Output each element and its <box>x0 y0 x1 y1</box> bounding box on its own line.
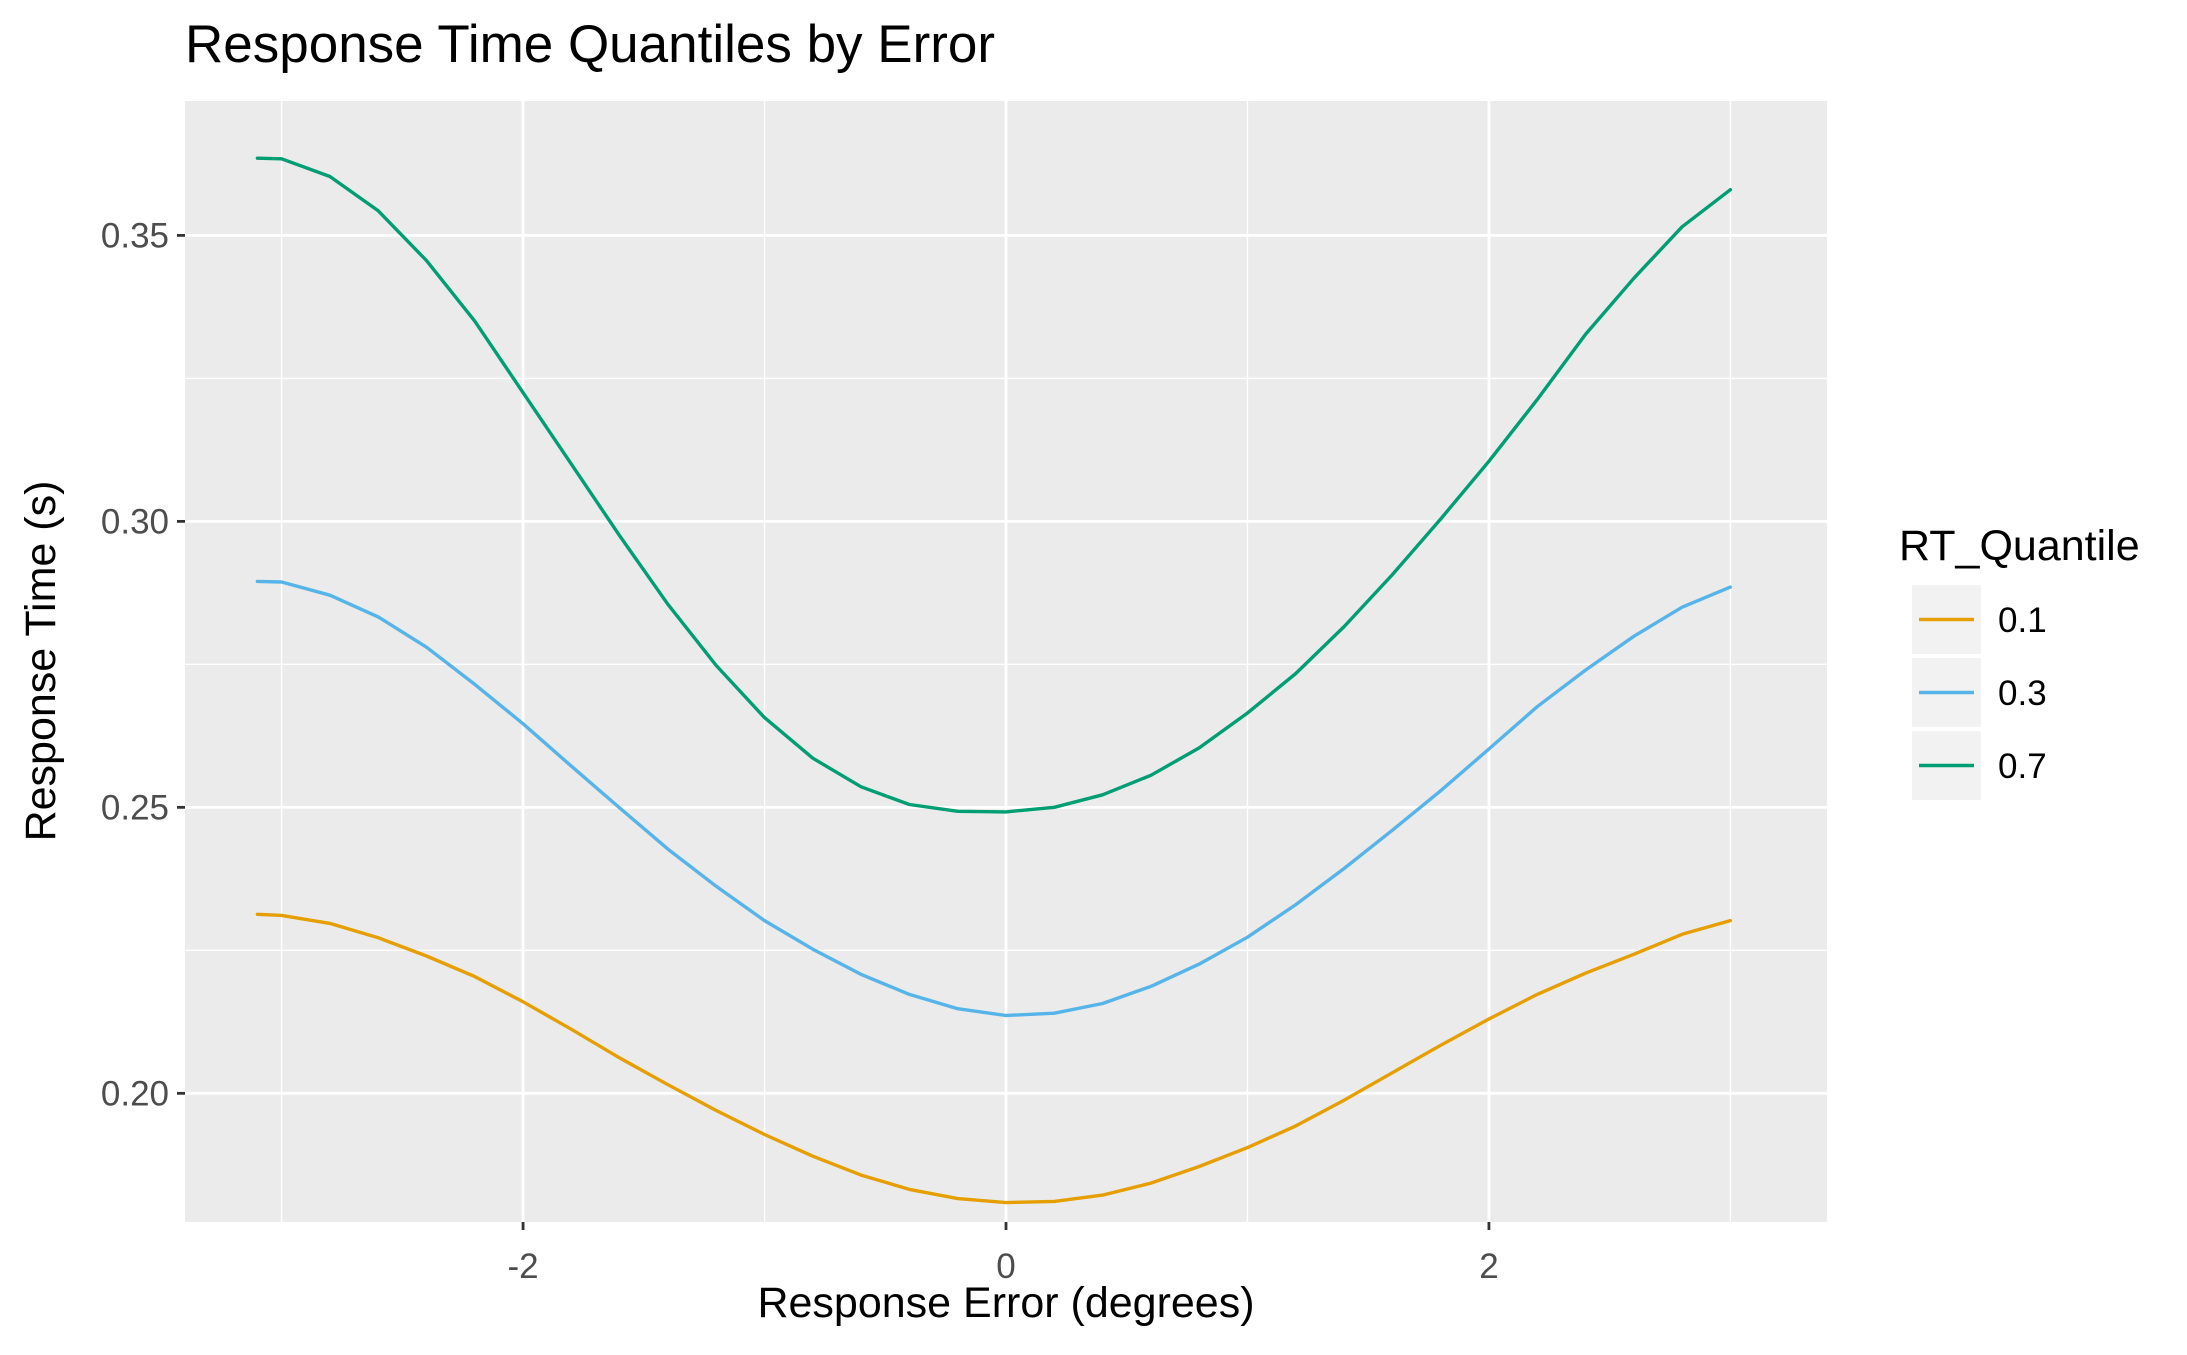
y-axis-title: Response Time (s) <box>17 481 65 842</box>
legend-items: 0.1 0.3 0.7 <box>1912 585 2047 800</box>
legend: RT_Quantile 0.1 0.3 0.7 <box>1899 522 2140 800</box>
chart-title: Response Time Quantiles by Error <box>185 15 995 74</box>
y-axis: 0.20 0.25 0.30 0.35 <box>101 216 185 1113</box>
x-tick-label: 0 <box>996 1247 1015 1286</box>
legend-label: 0.1 <box>1998 601 2047 640</box>
y-tick-label: 0.20 <box>101 1074 169 1113</box>
x-axis: -2 0 2 <box>507 1222 1499 1286</box>
series-line-0.7 <box>255 156 1733 814</box>
y-tick-label: 0.35 <box>101 216 169 255</box>
legend-title: RT_Quantile <box>1899 522 2140 570</box>
legend-label: 0.7 <box>1998 747 2047 786</box>
y-tick-label: 0.30 <box>101 502 169 541</box>
x-axis-title: Response Error (degrees) <box>757 1279 1254 1327</box>
series-line-0.3 <box>255 579 1733 1018</box>
legend-label: 0.3 <box>1998 674 2047 713</box>
series-line-0.1 <box>255 912 1733 1205</box>
y-tick-label: 0.25 <box>101 788 169 827</box>
x-tick-label: 2 <box>1479 1247 1498 1286</box>
x-tick-label: -2 <box>507 1247 538 1286</box>
series-lines <box>255 156 1733 1205</box>
major-gridlines <box>185 101 1827 1222</box>
